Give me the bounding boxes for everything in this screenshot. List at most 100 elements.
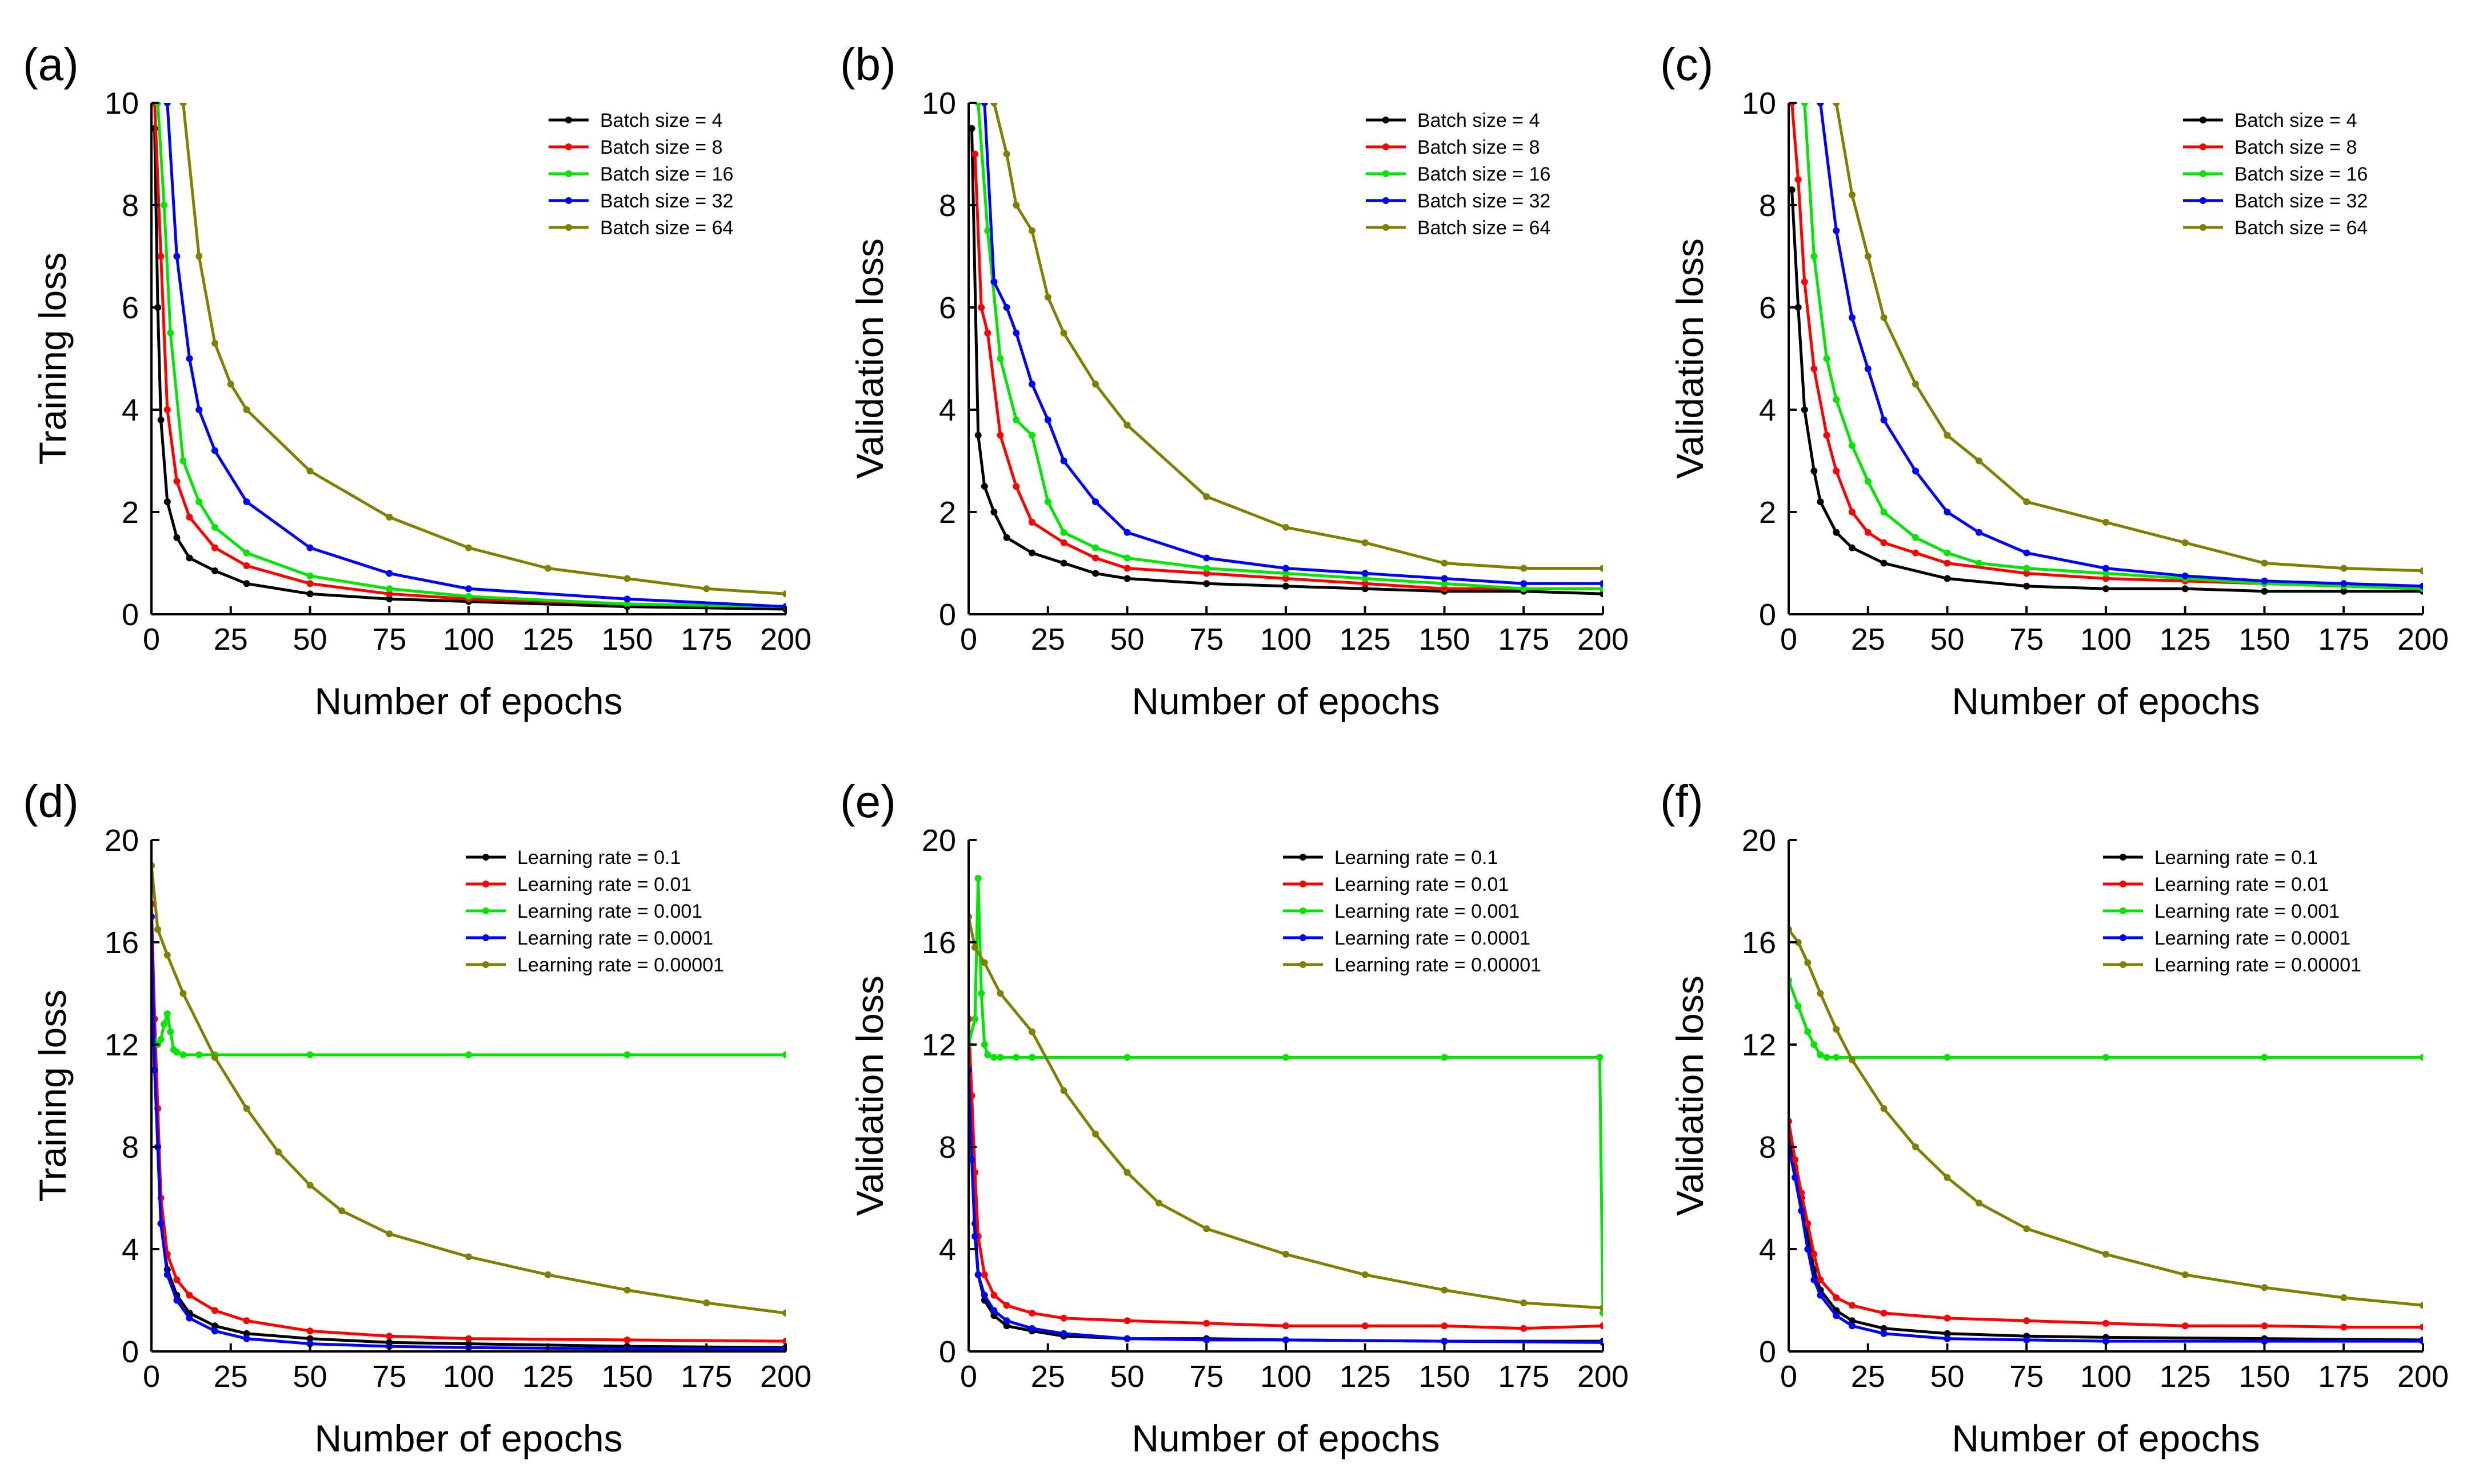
panel-letter-c: (c) [1660, 39, 1713, 90]
x-tick-label: 100 [2080, 622, 2132, 657]
data-point [179, 990, 187, 997]
data-point [1029, 1325, 1035, 1332]
data-point [2261, 577, 2268, 585]
data-point [1823, 355, 1830, 362]
data-point [1520, 585, 1528, 593]
data-point [1944, 549, 1951, 557]
data-point [1817, 103, 1824, 106]
series-group [969, 103, 1603, 598]
data-point [1810, 1250, 1818, 1258]
data-point [1123, 554, 1131, 562]
data-point [1029, 549, 1035, 557]
data-point [971, 943, 979, 951]
data-point [163, 406, 171, 413]
y-tick-label: 4 [939, 1233, 956, 1267]
data-point [163, 951, 171, 959]
y-tick-label: 4 [1759, 393, 1776, 427]
data-point [2102, 1054, 2109, 1061]
data-point [971, 1015, 979, 1023]
data-point [1044, 498, 1051, 506]
data-point [1912, 534, 1919, 541]
data-point [1823, 1054, 1830, 1061]
x-tick-label: 200 [1577, 622, 1629, 657]
data-point [1600, 1309, 1603, 1317]
data-point [1013, 483, 1020, 490]
y-tick-label: 4 [122, 393, 139, 427]
data-point [544, 1271, 551, 1278]
data-point [1013, 329, 1020, 337]
data-point [1013, 202, 1020, 209]
x-tick-label: 25 [214, 1359, 248, 1394]
x-tick-label: 75 [372, 1359, 406, 1394]
series-line-5 [992, 103, 1603, 570]
data-point [1123, 565, 1131, 572]
data-point [2102, 585, 2109, 593]
x-tick-label: 25 [1851, 622, 1885, 657]
data-point [2181, 1271, 2189, 1278]
legend-marker [1382, 117, 1389, 123]
legend-marker [482, 881, 489, 887]
data-point [623, 601, 631, 608]
data-point [211, 544, 218, 551]
data-point [1794, 176, 1802, 183]
x-tick-label: 50 [1930, 622, 1964, 657]
y-tick-label: 20 [105, 823, 139, 858]
data-point [1203, 565, 1210, 572]
data-point [1361, 570, 1369, 577]
y-axis-label: Validation loss [849, 975, 891, 1216]
data-point [1794, 304, 1802, 311]
legend-marker [1300, 854, 1306, 861]
data-point [173, 534, 181, 541]
legend-marker [2120, 881, 2126, 887]
legend: Batch size = 4 Batch size = 8 Batch size =… [549, 110, 733, 239]
x-tick-label: 150 [601, 622, 653, 657]
data-point [1123, 1335, 1131, 1342]
data-point [1029, 431, 1035, 439]
data-point [1441, 585, 1448, 593]
series-line-5 [1789, 929, 2423, 1307]
data-point [1282, 565, 1289, 572]
data-point [161, 202, 168, 209]
data-point [1003, 534, 1010, 541]
data-point [186, 1291, 193, 1299]
legend-label-3: Batch size = 16 [2234, 163, 2368, 185]
data-point [1833, 1294, 1840, 1301]
data-point [1810, 467, 1818, 475]
data-point [2102, 1338, 2109, 1345]
data-point [211, 1327, 218, 1335]
data-point [1864, 529, 1872, 536]
data-point [179, 1051, 187, 1058]
legend-label-5: Batch size = 64 [2234, 217, 2368, 239]
legend-label-2: Batch size = 8 [2234, 137, 2357, 158]
series-group [151, 862, 786, 1351]
data-point [990, 1291, 998, 1299]
x-tick-label: 125 [522, 1359, 574, 1394]
data-point [971, 1233, 979, 1240]
data-point [1833, 227, 1840, 234]
data-point [544, 565, 551, 572]
legend-label-2: Batch size = 8 [600, 137, 723, 158]
data-point [1203, 554, 1210, 562]
data-point [1880, 1105, 1888, 1112]
data-point [1833, 103, 1840, 106]
data-point [1520, 1299, 1528, 1306]
series-line-5 [182, 103, 786, 595]
legend-marker [482, 934, 489, 941]
data-point [1060, 529, 1067, 536]
data-point [1864, 478, 1872, 485]
data-point [386, 595, 393, 603]
data-point [703, 1299, 710, 1306]
data-point [1203, 1319, 1210, 1327]
data-point [1810, 365, 1818, 373]
data-point [1792, 1156, 1799, 1163]
data-point [1123, 575, 1131, 582]
data-point [1282, 570, 1289, 577]
data-point [1013, 416, 1020, 423]
data-point [1801, 278, 1808, 286]
x-tick-label: 100 [2080, 1359, 2132, 1394]
data-point [2023, 1317, 2030, 1325]
legend-marker [1300, 961, 1306, 968]
data-point [782, 1338, 786, 1345]
y-tick-label: 8 [122, 189, 139, 223]
